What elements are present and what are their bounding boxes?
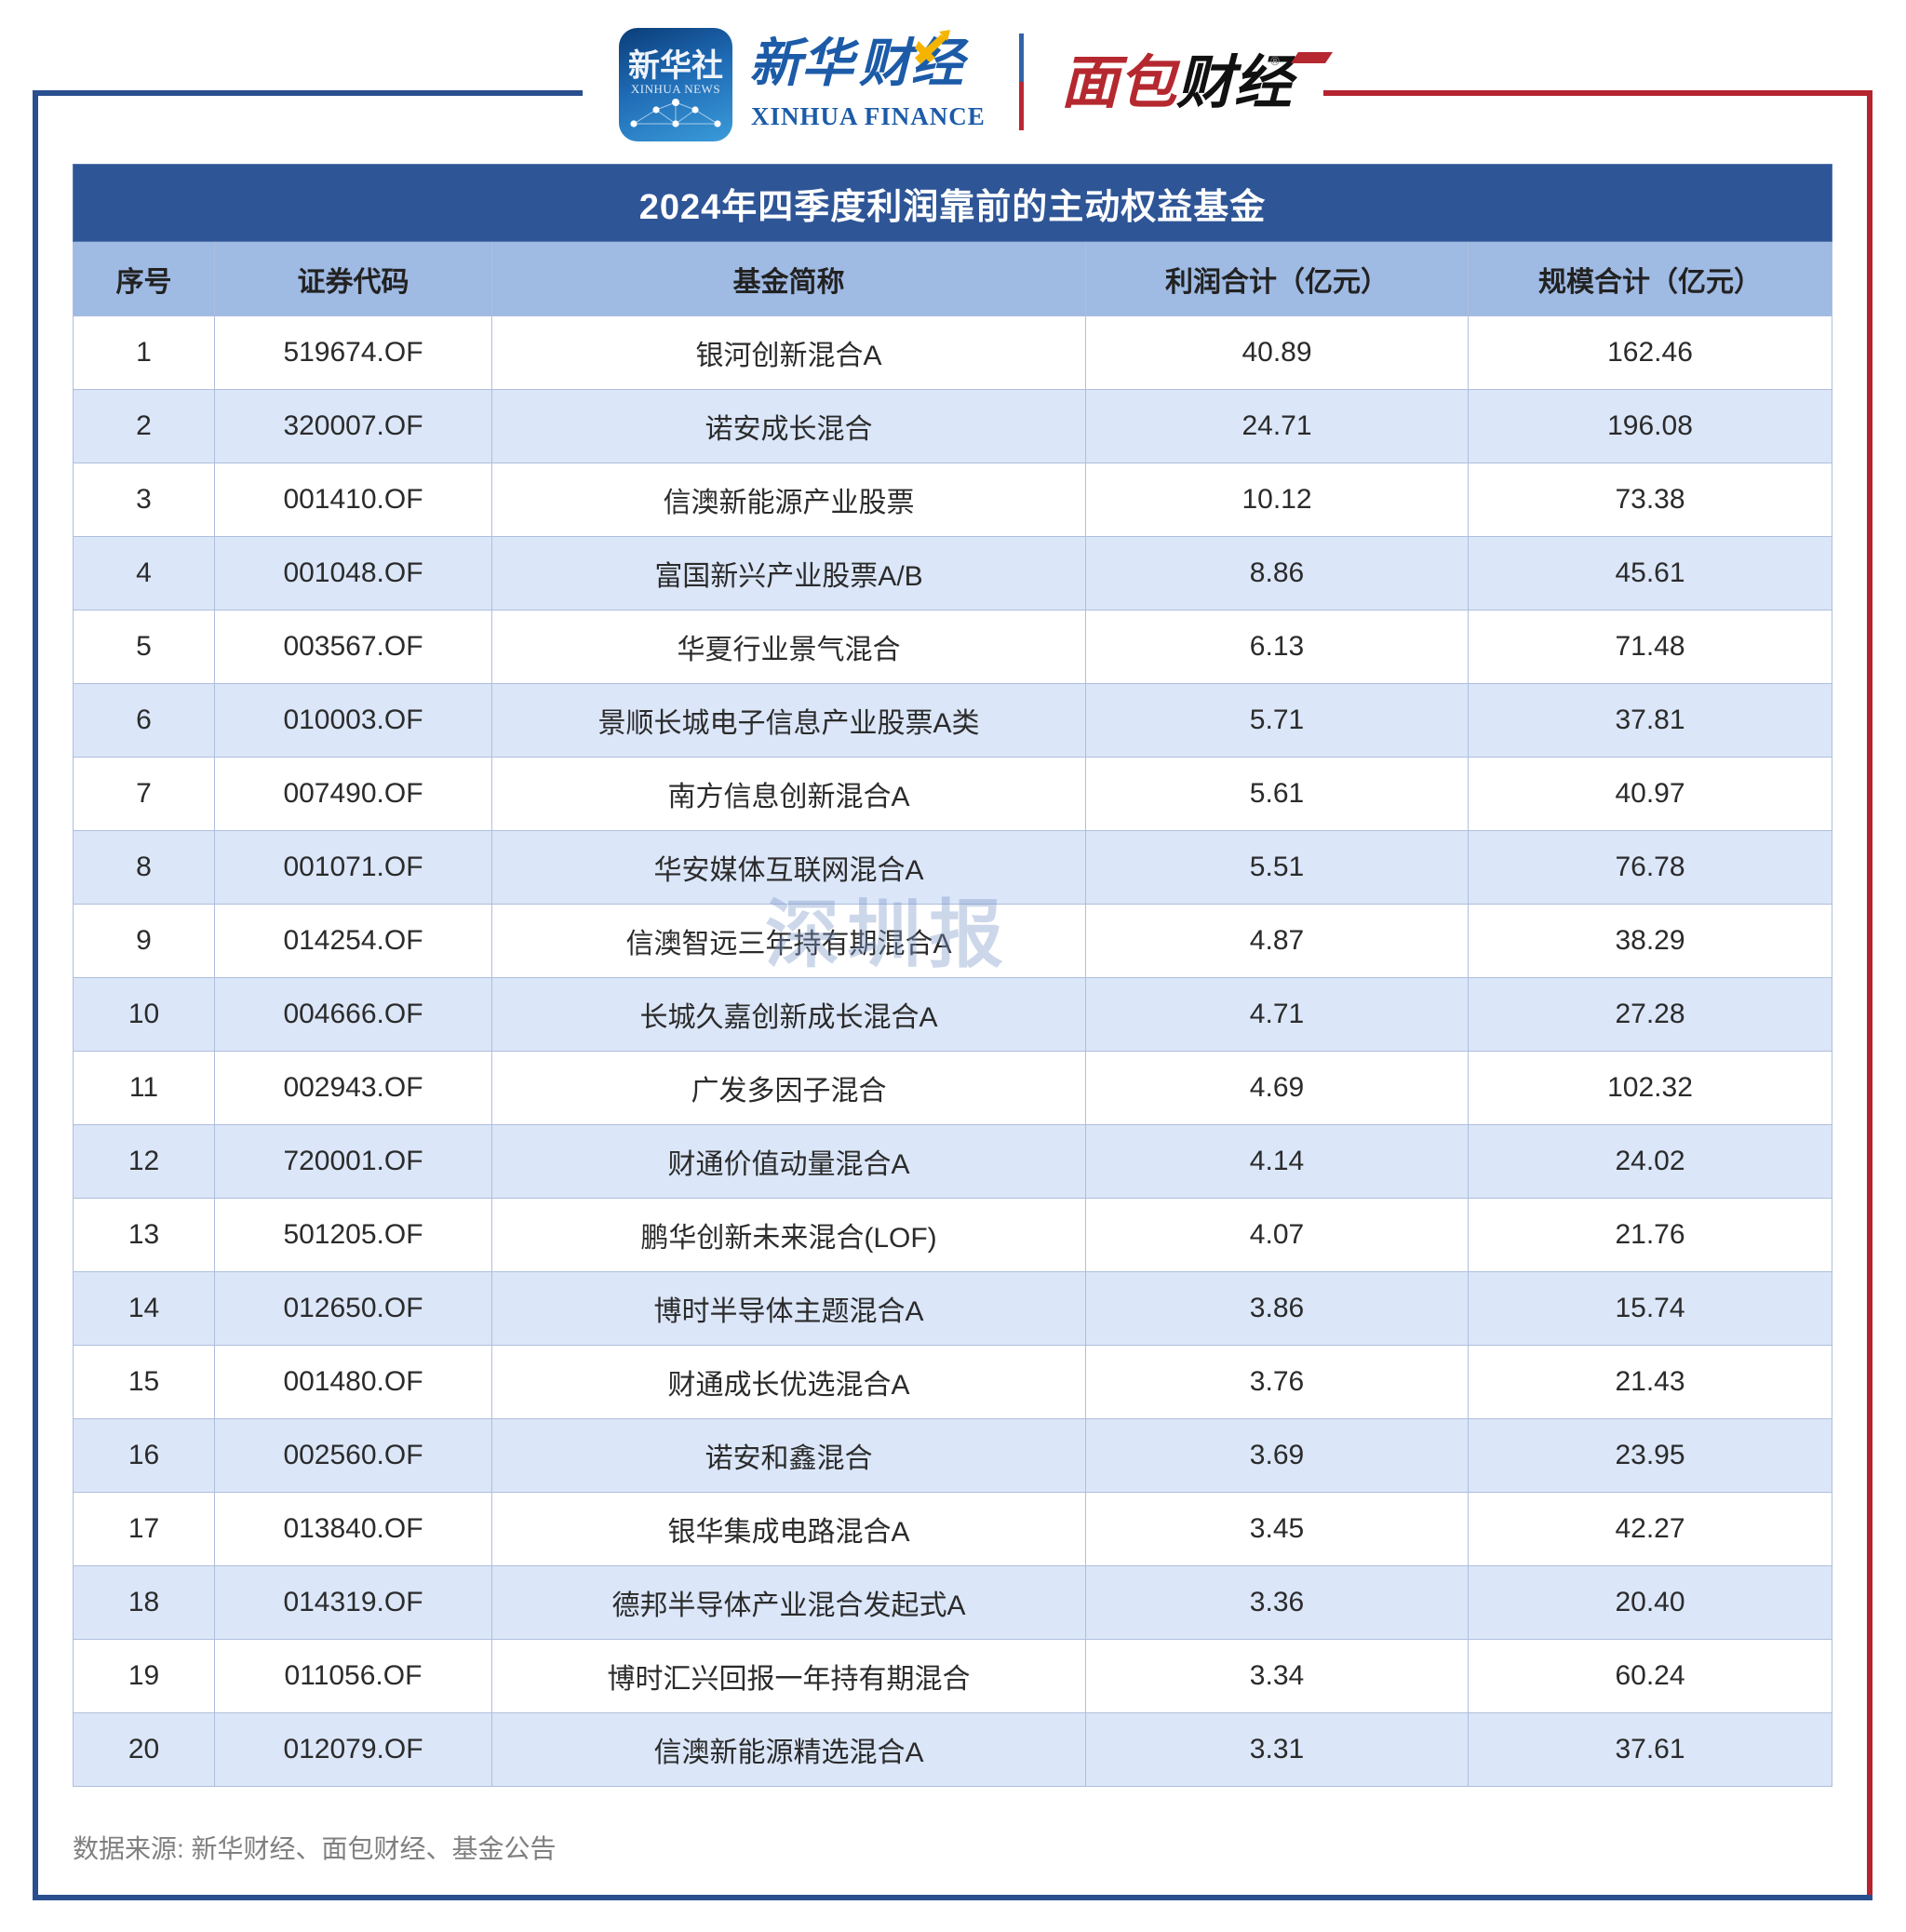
svg-text:新华社: 新华社 [628,48,723,84]
svg-text:新华: 新华 [749,34,860,92]
svg-text:®: ® [1270,54,1280,68]
svg-text:XINHUA NEWS: XINHUA NEWS [631,82,720,96]
svg-text:XINHUA FINANCE: XINHUA FINANCE [751,102,986,130]
svg-text:财经: 财经 [859,34,969,92]
